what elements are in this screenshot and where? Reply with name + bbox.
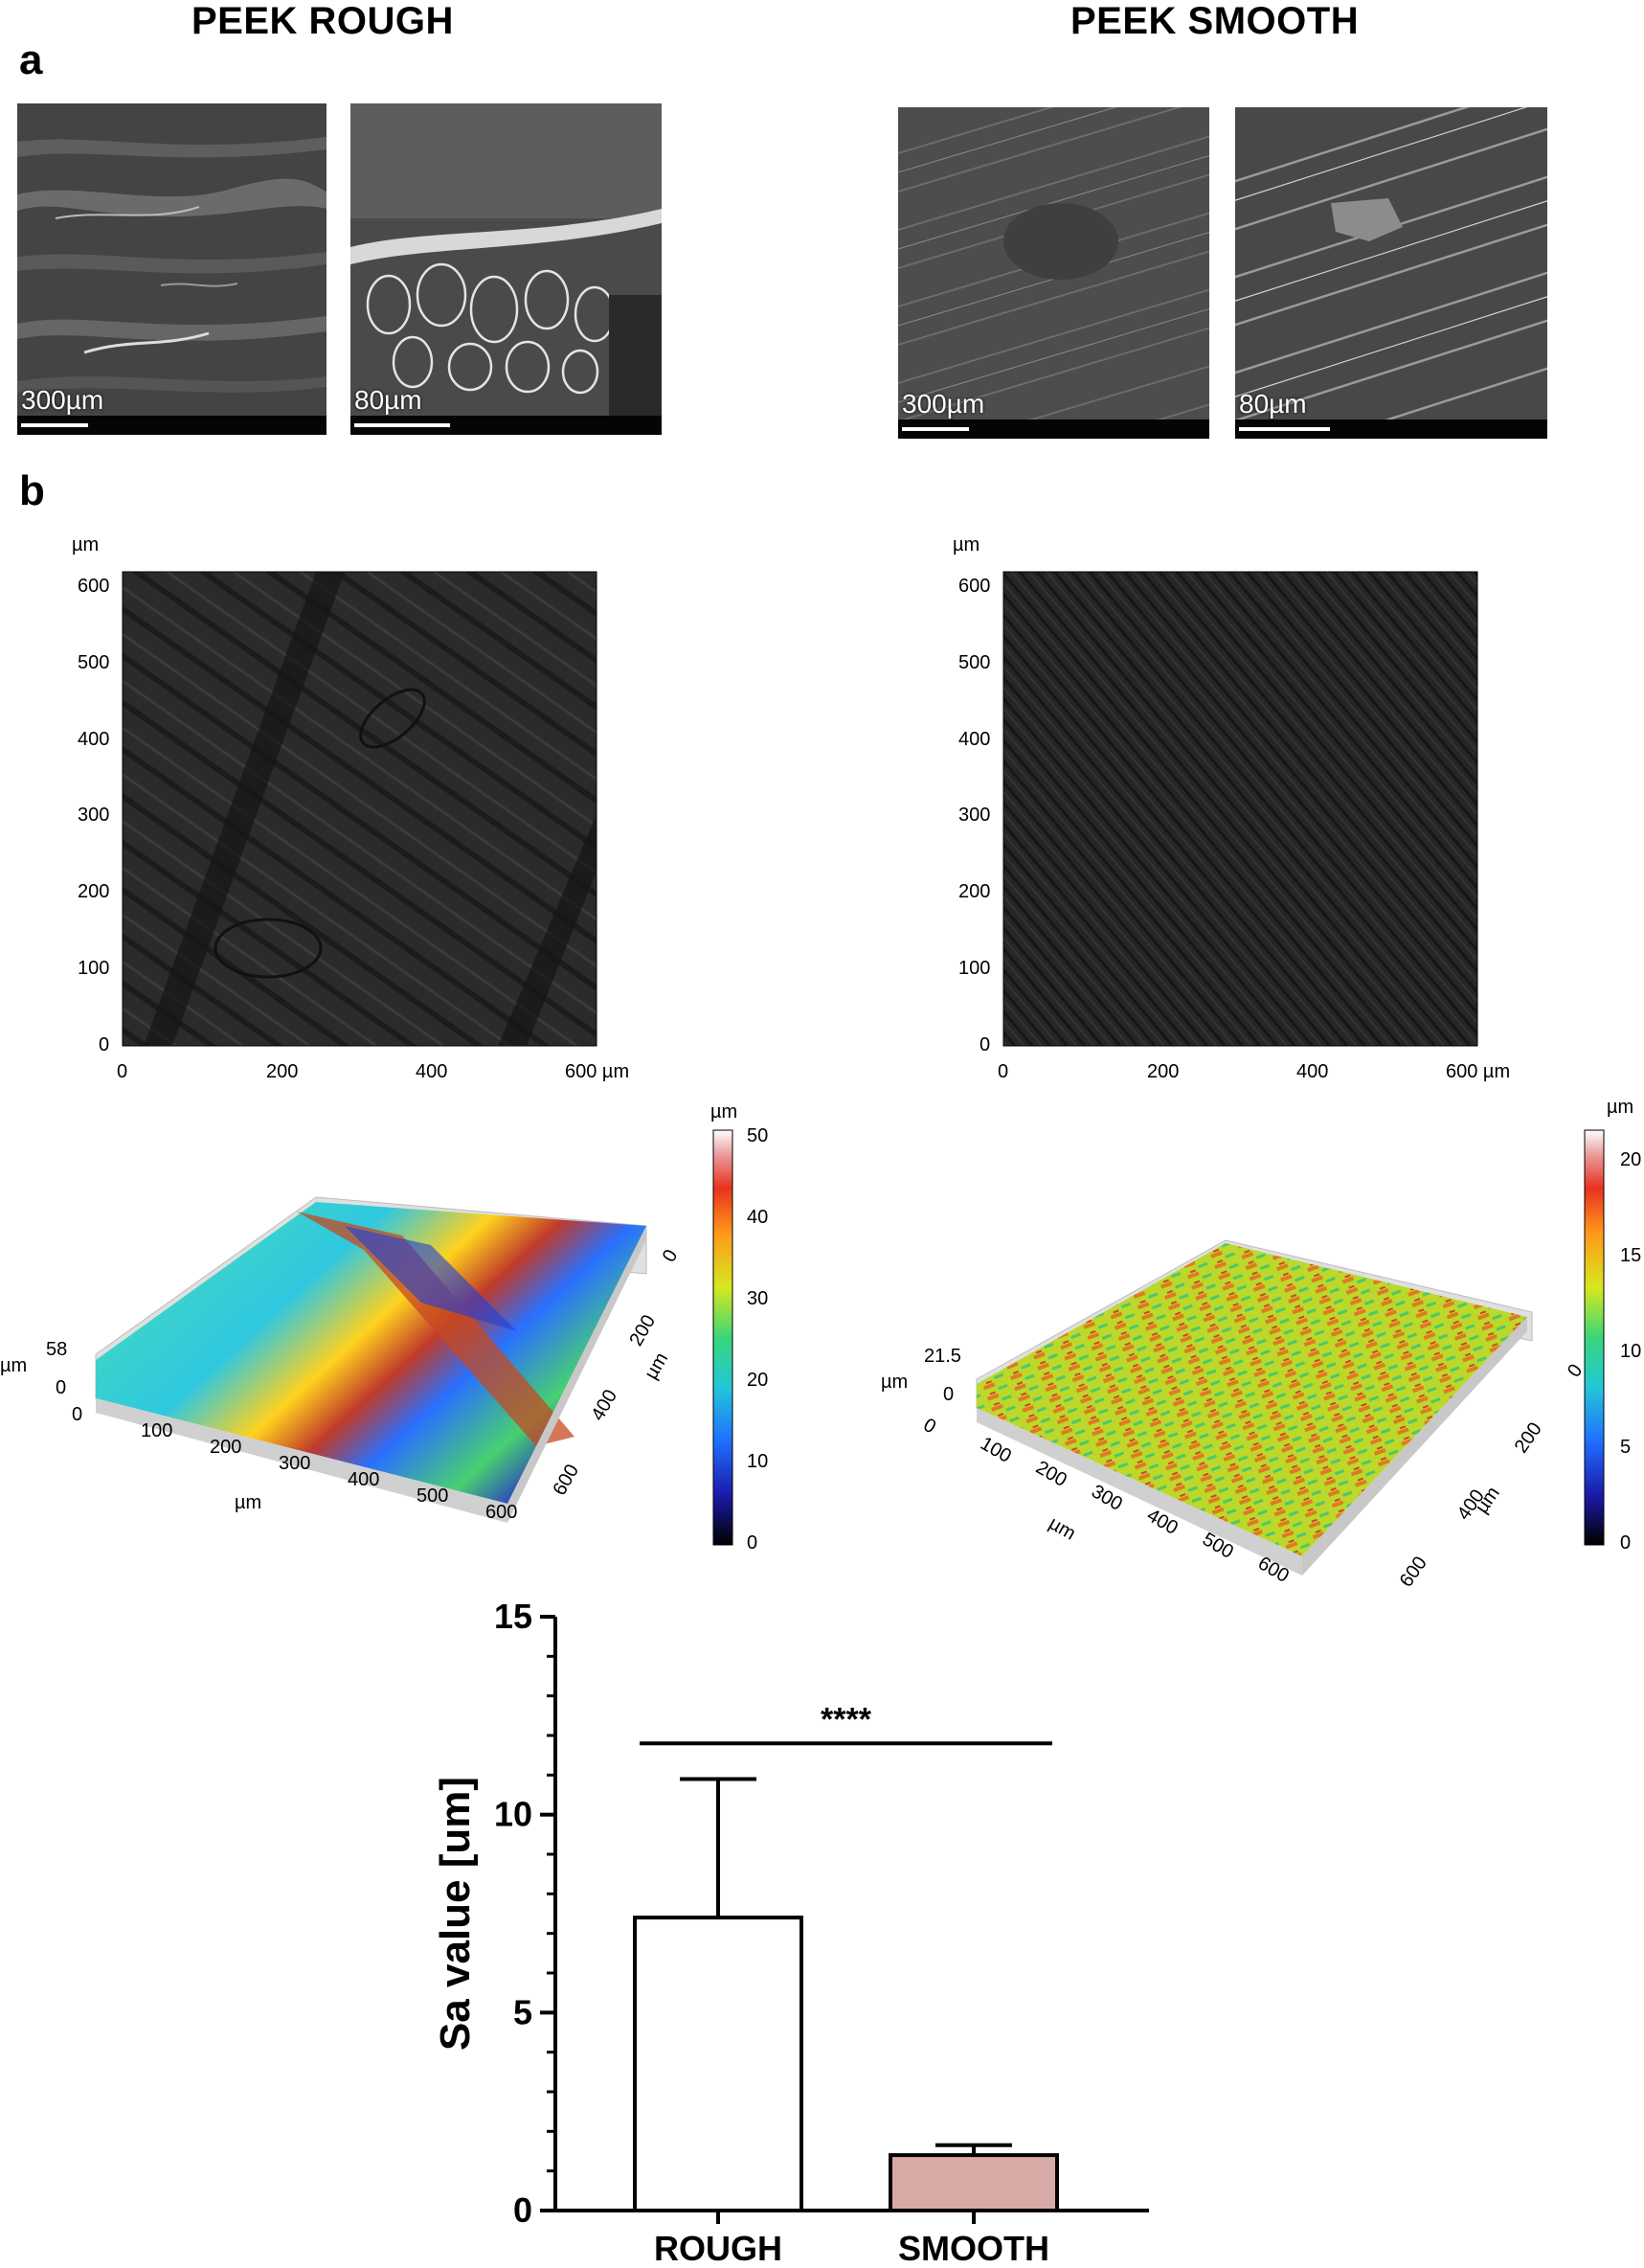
surface3d-rough-x-tick: 200 <box>210 1437 242 1458</box>
bar-chart-svg: 0 5 10 15 Sa value [um] ROUGH SMOOTH **** <box>432 1597 1149 2268</box>
sem-scale-bar <box>21 423 88 427</box>
sem-scale-bar <box>1239 427 1330 431</box>
colorbar-rough-tick: 20 <box>747 1370 769 1391</box>
surface3d-rough-z-min: 0 <box>56 1377 67 1398</box>
colorbar-smooth-tick: 20 <box>1620 1149 1642 1170</box>
sem-scale-label: 80µm <box>1239 389 1307 419</box>
map2d-rough-x-tick: 200 <box>266 1061 299 1082</box>
map2d-smooth-y-tick: 600 <box>958 575 991 597</box>
column-title-smooth: PEEK SMOOTH <box>1070 0 1360 42</box>
map2d-rough-y-tick: 200 <box>78 881 110 903</box>
map2d-rough-x-tick: 400 <box>416 1061 448 1082</box>
x-tick-label: SMOOTH <box>898 2229 1049 2263</box>
colorbar-rough-tick: 50 <box>747 1125 769 1146</box>
surface3d-rough-x-tick: 500 <box>417 1486 449 1507</box>
colorbar-rough-tick: 0 <box>747 1532 758 1554</box>
y-tick-label: 10 <box>494 1795 532 1834</box>
surface3d-smooth-z-min: 0 <box>943 1384 955 1405</box>
surface3d-smooth-z-unit: µm <box>881 1372 909 1393</box>
panel-label-a: a <box>19 36 43 83</box>
map2d-rough-y-tick: 400 <box>78 728 110 750</box>
colorbar-smooth-unit: µm <box>1607 1097 1634 1118</box>
column-title-rough: PEEK ROUGH <box>191 0 454 42</box>
surface3d-rough-x-tick: 100 <box>141 1420 173 1441</box>
sem-image-smooth-high-mag: 80µm <box>1235 107 1547 439</box>
significance-label: **** <box>821 1701 872 1737</box>
surface3d-rough-x-tick: 600 <box>485 1502 518 1523</box>
map2d-smooth-y-tick: 500 <box>958 651 991 673</box>
panel-label-b: b <box>19 467 45 514</box>
sem-scale-label: 300µm <box>902 389 985 419</box>
surface3d-smooth-z-max: 21.5 <box>924 1346 961 1367</box>
y-axis-label: Sa value [um] <box>432 1777 479 2051</box>
colorbar-smooth-tick: 0 <box>1620 1532 1632 1554</box>
map2d-rough-x-tick: 0 <box>117 1061 128 1082</box>
colorbar-rough-tick: 30 <box>747 1288 769 1309</box>
map2d-rough-y-tick: 600 <box>78 575 110 597</box>
y-tick-label: 5 <box>513 1992 532 2031</box>
map2d-smooth-x-tick: 400 <box>1296 1061 1329 1082</box>
map2d-rough-y-tick: 500 <box>78 651 110 673</box>
bar-chart: 0 5 10 15 Sa value [um] ROUGH SMOOTH **** <box>402 1590 1168 2268</box>
map2d-smooth-x-tick: 600 µm <box>1446 1061 1511 1082</box>
maps-2d-row <box>0 527 1644 1101</box>
map2d-smooth-x-tick: 0 <box>998 1061 1009 1082</box>
map2d-rough-y-tick: 300 <box>78 805 110 827</box>
surface3d-rough-x-tick: 400 <box>348 1469 380 1490</box>
surface3d-rough-x-tick: 0 <box>72 1404 83 1425</box>
y-tick-label: 15 <box>494 1597 532 1636</box>
surface3d-rough-x-tick: 300 <box>279 1453 311 1474</box>
surface3d-rough-x-unit: µm <box>235 1492 262 1513</box>
map2d-smooth-y-tick: 0 <box>980 1034 991 1055</box>
map2d-rough-x-tick: 600 µm <box>565 1061 630 1082</box>
y-tick-label: 0 <box>513 2190 532 2230</box>
surface3d-rough-z-max: 58 <box>46 1339 68 1360</box>
sem-scale-bar <box>902 427 969 431</box>
sem-scale-bar <box>354 423 450 427</box>
bar-rough <box>633 1916 803 2212</box>
map2d-smooth-y-tick: 400 <box>958 728 991 750</box>
map2d-smooth-y-tick: 100 <box>958 958 991 980</box>
map2d-rough-unit-label: µm <box>72 534 100 556</box>
map2d-smooth-unit-label: µm <box>953 534 980 556</box>
bar-smooth <box>889 2153 1059 2213</box>
map2d-rough-y-tick: 0 <box>99 1034 110 1055</box>
colorbar-smooth-tick: 10 <box>1620 1341 1642 1362</box>
x-tick-label: ROUGH <box>654 2229 782 2263</box>
map2d-smooth-x-tick: 200 <box>1147 1061 1180 1082</box>
colorbar-rough-tick: 40 <box>747 1207 769 1228</box>
sem-image-rough-low-mag: 300µm <box>17 103 327 435</box>
map2d-smooth-y-tick: 300 <box>958 805 991 827</box>
surfaces-3d-row <box>0 1121 1644 1599</box>
colorbar-smooth-tick: 15 <box>1620 1245 1642 1266</box>
sem-scale-label: 300µm <box>21 385 104 415</box>
map2d-rough-y-tick: 100 <box>78 958 110 980</box>
sem-image-rough-high-mag: 80µm <box>350 103 662 435</box>
sem-image-smooth-low-mag: 300µm <box>898 107 1209 439</box>
colorbar-rough-unit: µm <box>710 1101 738 1123</box>
colorbar-smooth-tick: 5 <box>1620 1437 1632 1458</box>
colorbar-rough-tick: 10 <box>747 1451 769 1472</box>
sem-scale-label: 80µm <box>354 385 422 415</box>
surface3d-rough-z-unit: µm <box>0 1355 28 1376</box>
map2d-smooth-y-tick: 200 <box>958 881 991 903</box>
